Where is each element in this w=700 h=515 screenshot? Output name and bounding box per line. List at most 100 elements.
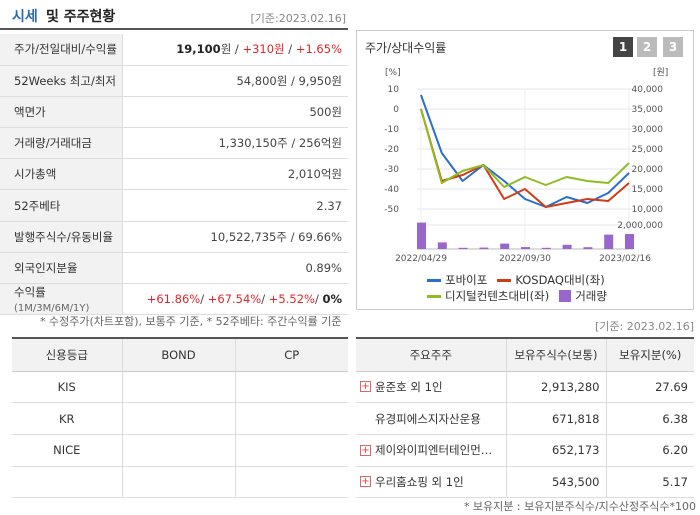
row-value-returns: +61.86%/ +67.54%/ +5.52%/ 0% bbox=[122, 283, 348, 316]
series-line bbox=[420, 108, 630, 188]
col-header: CP bbox=[235, 339, 348, 372]
holder-pct: 27.69 bbox=[606, 371, 694, 404]
price-note: * 수정주가(차트포함), 보통주 기준, * 52주베타: 주간수익률 기준 bbox=[40, 315, 342, 328]
empty-cell bbox=[12, 466, 123, 499]
row-key: 52주베타 bbox=[0, 189, 123, 222]
returns-label: 수익률 bbox=[14, 285, 46, 300]
close-price: 19,100 bbox=[176, 42, 221, 57]
left-tick-label: -30 bbox=[384, 165, 399, 175]
x-tick-label: 2022/04/29 bbox=[395, 254, 447, 264]
table-row: 주가/전일대비/수익률 19,100원 / +310원 / +1.65% bbox=[0, 34, 348, 66]
x-tick-label: 2023/02/16 bbox=[599, 254, 651, 264]
expand-icon[interactable]: + bbox=[360, 476, 371, 488]
expand-icon[interactable]: + bbox=[360, 444, 371, 456]
row-value: 500원 bbox=[122, 96, 348, 129]
row-value-price: 19,100원 / +310원 / +1.65% bbox=[122, 34, 348, 66]
holder-name: 제이와이피엔터테인먼… bbox=[375, 443, 493, 458]
cp-rating bbox=[235, 371, 348, 404]
bond-rating bbox=[122, 402, 236, 435]
sep: / bbox=[284, 42, 296, 57]
return-3m: +67.54% bbox=[207, 292, 262, 307]
col-header: 보유주식수(보통) bbox=[506, 339, 607, 372]
legend-item: 디지털컨텐츠대비(좌) bbox=[427, 288, 549, 304]
volume-bar bbox=[500, 243, 510, 249]
row-key: 거래량/거래대금 bbox=[0, 127, 123, 160]
holder-shares: 652,173 bbox=[506, 434, 607, 467]
volume-bar bbox=[562, 244, 572, 249]
empty-cell bbox=[122, 466, 236, 499]
row-value: 10,522,735주 / 69.66% bbox=[122, 221, 348, 253]
row-key-returns: 수익률 (1M/3M/6M/1Y) bbox=[0, 283, 123, 316]
holder-shares: 2,913,280 bbox=[506, 371, 607, 404]
holder-name: 우리홈쇼핑 외 1인 bbox=[375, 474, 464, 489]
right-axis-unit: [원] bbox=[653, 67, 668, 78]
bond-rating bbox=[122, 434, 236, 467]
legend-item: 거래량 bbox=[559, 288, 607, 304]
holder-pct: 6.20 bbox=[606, 434, 694, 467]
price-relative-return-chart: [%] [원] 10 0 -10 -20 -30 -40 -50 40,000 35,000 30… bbox=[384, 67, 668, 264]
return-1y: 0% bbox=[322, 292, 342, 307]
right-tick-label: 10,000 bbox=[632, 205, 664, 215]
legend-item: 포바이포 bbox=[427, 272, 487, 288]
row-value: 1,330,150주 / 256억원 bbox=[122, 127, 348, 160]
left-tick-label: -10 bbox=[384, 125, 399, 135]
chart-period-button-1[interactable]: 1 bbox=[613, 37, 633, 57]
table-row: 발행주식수/유동비율 10,522,735주 / 69.66% bbox=[0, 221, 348, 253]
legend-swatch bbox=[559, 290, 572, 302]
left-axis-unit: [%] bbox=[385, 68, 401, 78]
col-header: 신용등급 bbox=[12, 339, 123, 372]
right-tick-label: 30,000 bbox=[632, 125, 664, 135]
empty-cell bbox=[235, 466, 348, 499]
table-row: 유경피에스지자산운용 671,818 6.38 bbox=[356, 402, 694, 435]
volume-bar bbox=[458, 247, 468, 249]
chart-period-button-2[interactable]: 2 bbox=[637, 37, 657, 57]
volume-bar bbox=[417, 222, 426, 249]
divider bbox=[356, 337, 694, 339]
cp-rating bbox=[235, 434, 348, 467]
table-row bbox=[12, 466, 348, 499]
row-key: 52Weeks 최고/최저 bbox=[0, 65, 123, 97]
section-header: 시세 및 주주현황 [기준:2023.02.16] bbox=[0, 0, 348, 30]
table-row: + 윤준호 외 1인 2,913,280 27.69 bbox=[356, 371, 694, 404]
col-header: 주요주주 bbox=[356, 339, 507, 372]
expand-icon[interactable]: + bbox=[360, 381, 371, 393]
row-value: 54,800원 / 9,950원 bbox=[122, 65, 348, 97]
volume-bar bbox=[583, 247, 593, 249]
price-change-rate: +1.65% bbox=[295, 42, 342, 57]
major-holders-table: 주요주주 보유주식수(보통) 보유지분(%) + 윤준호 외 1인 2,913,2… bbox=[356, 339, 694, 499]
returns-periods: (1M/3M/6M/1Y) bbox=[14, 303, 90, 315]
table-row: 52주베타 2.37 bbox=[0, 189, 348, 222]
chart-period-button-3[interactable]: 3 bbox=[663, 37, 683, 57]
return-1m: +61.86% bbox=[146, 292, 201, 307]
agency: KIS bbox=[12, 371, 123, 404]
volume-tick-label: 2,000,000 bbox=[617, 221, 663, 231]
return-6m: +5.52% bbox=[268, 292, 315, 307]
volume-bar bbox=[541, 247, 551, 249]
row-key: 발행주식수/유동비율 bbox=[0, 221, 123, 253]
holder-shares: 543,500 bbox=[506, 466, 607, 499]
left-tick-label: -40 bbox=[384, 185, 399, 195]
credit-rating-table: 신용등급 BOND CP KIS KR NICE bbox=[12, 339, 348, 499]
holder-pct: 5.17 bbox=[606, 466, 694, 499]
holders-note: * 보유지분 : 보유지분주식수/지수산정주식수*100 bbox=[463, 500, 696, 513]
table-row: 액면가 500원 bbox=[0, 96, 348, 129]
row-key: 주가/전일대비/수익률 bbox=[0, 34, 123, 66]
holder-pct: 6.38 bbox=[606, 402, 694, 435]
legend-label: 거래량 bbox=[575, 289, 607, 303]
legend-swatch bbox=[427, 278, 441, 282]
holder-cell: + 우리홈쇼핑 외 1인 bbox=[356, 466, 507, 499]
bond-rating bbox=[122, 371, 236, 404]
col-header: BOND bbox=[122, 339, 236, 372]
basis-date: [기준:2023.02.16] bbox=[250, 12, 346, 25]
agency: KR bbox=[12, 402, 123, 435]
row-value: 0.89% bbox=[122, 252, 348, 285]
volume-bar bbox=[437, 242, 447, 249]
legend-item: KOSDAQ대비(좌) bbox=[497, 272, 605, 288]
section-title-highlight: 시세 bbox=[12, 9, 38, 25]
section-title: 및 주주현황 bbox=[46, 9, 116, 25]
right-tick-label: 40,000 bbox=[632, 85, 664, 95]
right-tick-label: 15,000 bbox=[632, 185, 664, 195]
price-unit: 원 bbox=[220, 42, 232, 57]
table-row: NICE bbox=[12, 434, 348, 467]
table-header-row: 주요주주 보유주식수(보통) 보유지분(%) bbox=[356, 339, 694, 372]
